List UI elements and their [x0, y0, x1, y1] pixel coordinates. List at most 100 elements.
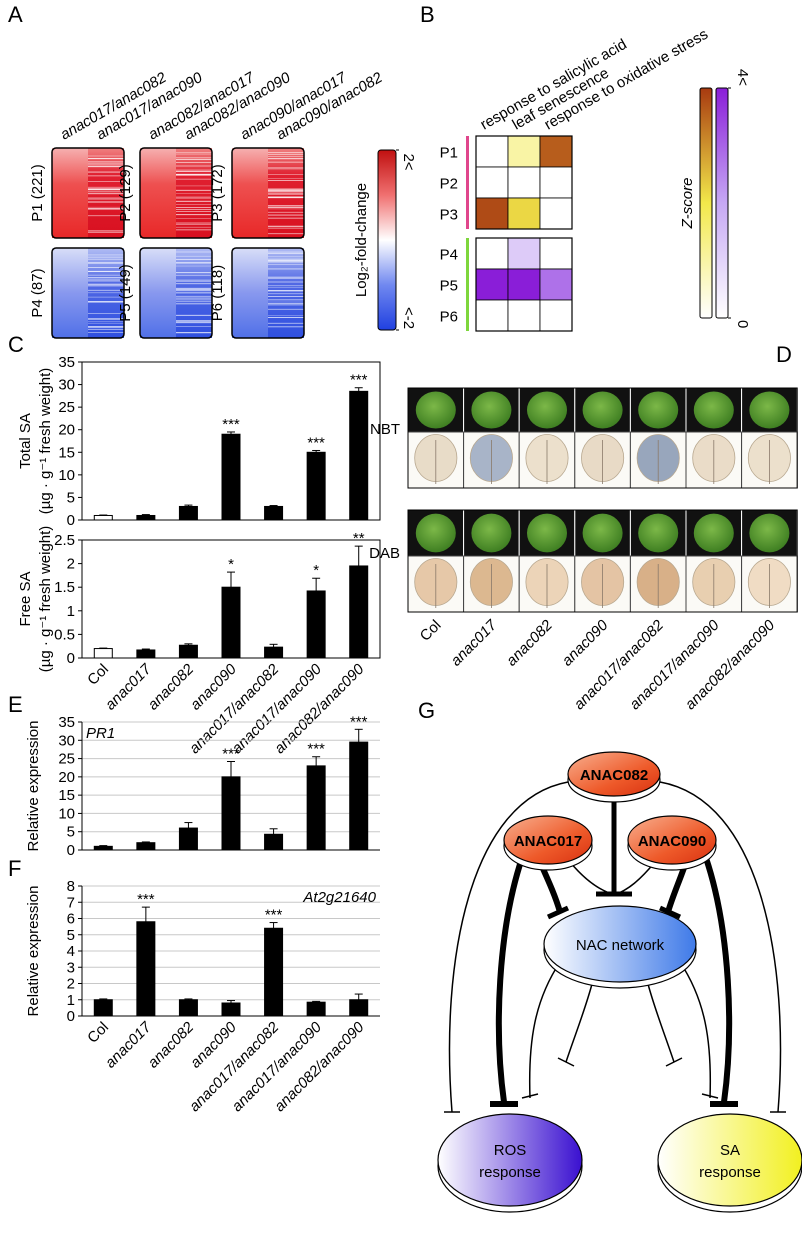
bar — [93, 514, 113, 521]
colorbar — [715, 87, 729, 319]
heatmap-cell — [539, 268, 573, 301]
leaf-photo — [415, 513, 456, 553]
bar — [349, 741, 369, 851]
heatmap-frame — [475, 237, 573, 332]
row-label: P3 — [440, 207, 458, 224]
edge — [679, 961, 712, 1099]
row-label: DAB — [369, 545, 400, 562]
edge-bar — [665, 1057, 683, 1067]
node — [503, 815, 593, 865]
leaf-photo — [638, 513, 679, 553]
significance-label: *** — [350, 713, 368, 730]
y-tick-label: 15 — [58, 787, 75, 804]
colorbar-tick-label: 0 — [734, 320, 751, 328]
bar — [136, 921, 156, 1017]
y-tick-label: 2 — [67, 556, 75, 573]
row-label: P5 — [440, 278, 458, 295]
heatmap-cell — [475, 135, 509, 168]
heatmap-cell — [539, 299, 573, 332]
bar — [178, 999, 198, 1017]
heatmap-frame — [139, 147, 213, 239]
heatmap-cell — [475, 197, 509, 230]
y-tick-label: 20 — [58, 769, 75, 786]
edge — [528, 961, 561, 1099]
bar — [221, 776, 241, 851]
bar — [264, 646, 284, 659]
y-tick-label: 5 — [67, 489, 75, 506]
bar — [178, 827, 198, 851]
significance-label: *** — [265, 907, 283, 924]
x-tick-label: Col — [417, 617, 445, 645]
leaf-photo — [582, 513, 623, 553]
y-tick-label: 35 — [58, 714, 75, 731]
bar — [306, 1001, 326, 1017]
y-tick-label: 30 — [58, 377, 75, 394]
y-tick-label: 0 — [67, 512, 75, 529]
significance-label: *** — [222, 745, 240, 762]
heatmap-cell — [507, 135, 541, 168]
y-tick-label: 10 — [58, 467, 75, 484]
y-tick-label: 15 — [58, 444, 75, 461]
node — [543, 905, 697, 983]
y-tick-label: 0 — [67, 842, 75, 859]
leaf-photo — [693, 513, 734, 553]
bar — [306, 590, 326, 659]
significance-label: * — [313, 562, 319, 579]
heatmap-frame — [231, 247, 305, 339]
edge-bar — [546, 905, 570, 920]
y-tick-label: 1 — [67, 603, 75, 620]
panel-letter: F — [8, 856, 21, 881]
heatmap-column — [52, 148, 88, 238]
heatmap-cell — [507, 268, 541, 301]
leaf-photo — [693, 391, 734, 429]
x-tick-label: anac082 — [145, 660, 198, 713]
y-axis-label: (µg · g⁻¹ fresh weight) — [37, 526, 54, 673]
panel-letter: D — [776, 342, 792, 367]
heatmap-cell — [539, 197, 573, 230]
y-tick-label: 30 — [58, 732, 75, 749]
y-tick-label: 2 — [67, 976, 75, 993]
node — [657, 1113, 802, 1207]
leaf-photo — [749, 391, 790, 429]
leaf-photo — [582, 391, 623, 429]
bar — [136, 649, 156, 659]
node-label: NAC network — [576, 937, 665, 954]
leaf-photo — [526, 391, 568, 429]
x-tick-label: Col — [84, 661, 112, 689]
panel-letter: B — [420, 2, 435, 27]
edge — [565, 983, 593, 1063]
node-label: ANAC082 — [580, 767, 648, 784]
significance-label: *** — [137, 891, 155, 908]
photo-frame — [407, 509, 798, 613]
node-label: ROS — [494, 1142, 527, 1159]
bar — [349, 390, 369, 521]
heatmap-cell — [475, 237, 509, 270]
edge — [448, 781, 569, 1113]
bar — [264, 505, 284, 521]
panel-letter: E — [8, 692, 23, 717]
heatmap-cell — [507, 166, 541, 199]
y-tick-label: 5 — [67, 824, 75, 841]
y-axis-label: Free SA — [17, 571, 34, 626]
y-tick-label: 2.5 — [54, 532, 75, 549]
bar — [178, 505, 198, 521]
heatmap-column — [232, 148, 268, 238]
heatmap-cell — [539, 166, 573, 199]
significance-label: * — [228, 556, 234, 573]
x-tick-label: Col — [84, 1019, 112, 1047]
y-tick-label: 0 — [67, 1008, 75, 1025]
x-tick-label: anac017 — [102, 660, 155, 713]
heatmap-column — [52, 248, 88, 338]
group-bar — [466, 136, 469, 229]
x-tick-label: anac082 — [145, 1018, 198, 1071]
edge — [659, 781, 782, 1113]
leaf-photo — [749, 513, 790, 553]
heatmap-frame — [231, 147, 305, 239]
y-tick-label: 0 — [67, 650, 75, 667]
node-label: ANAC090 — [638, 833, 706, 850]
heatmap-cell — [507, 237, 541, 270]
panel-letter: C — [8, 332, 24, 357]
heatmap-cell — [539, 135, 573, 168]
